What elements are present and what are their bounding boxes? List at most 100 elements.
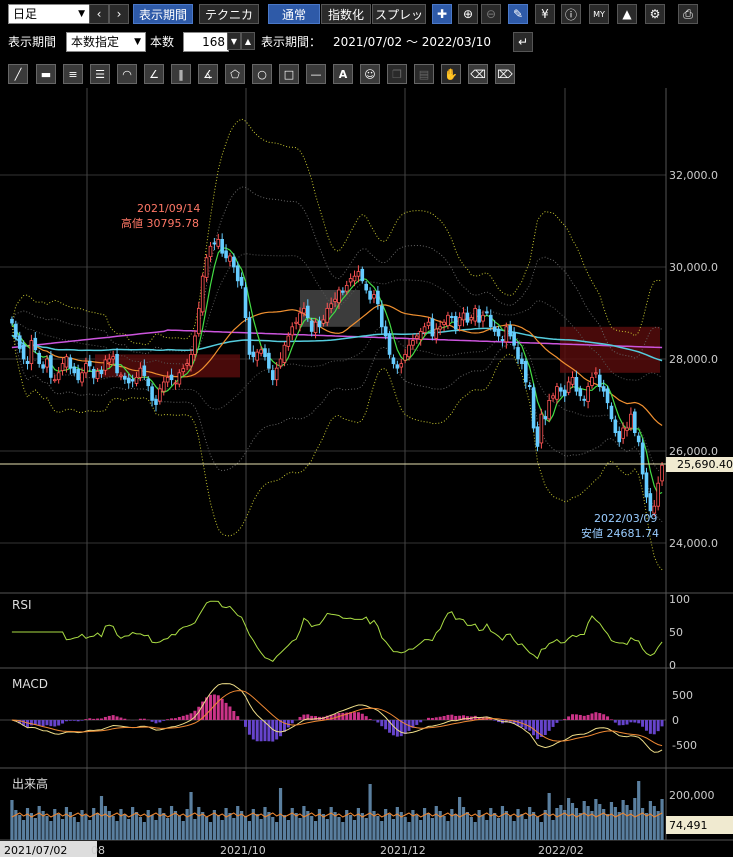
area-chart-icon[interactable]: ▲ xyxy=(617,4,637,24)
multi-lines-icon[interactable]: ☰ xyxy=(90,64,110,84)
macd-hist-bar xyxy=(138,718,142,720)
note-icon[interactable]: ▤ xyxy=(414,64,434,84)
macd-hist-bar xyxy=(189,713,193,720)
macd-hist-bar xyxy=(72,720,76,721)
high-value-label: 高値 30795.78 xyxy=(121,216,199,230)
candle-body xyxy=(247,317,252,355)
macd-hist-bar xyxy=(430,717,434,720)
angle-icon[interactable]: ∡ xyxy=(198,64,218,84)
candle-body xyxy=(91,368,96,378)
count-mode-select[interactable]: 本数指定 ▼ xyxy=(66,32,146,52)
candle-body xyxy=(613,419,618,434)
candle-body xyxy=(504,326,509,343)
candle-body xyxy=(352,275,357,282)
macd-hist-bar xyxy=(434,717,438,720)
eraser-all-icon[interactable]: ⌦ xyxy=(495,64,515,84)
candle-body xyxy=(263,348,267,358)
candle-body xyxy=(41,364,45,369)
volume-bar xyxy=(528,807,532,840)
volume-bar xyxy=(271,817,275,840)
zoom-in-icon[interactable]: ⊕ xyxy=(458,4,478,24)
volume-bar xyxy=(512,821,516,840)
volume-bar xyxy=(419,820,423,840)
macd-hist-bar xyxy=(216,695,220,720)
chevron-right-icon[interactable]: › xyxy=(109,4,129,24)
volume-bar xyxy=(275,822,279,840)
count-down-icon[interactable]: ▼ xyxy=(227,32,241,50)
macd-hist-bar xyxy=(582,715,586,720)
macd-hist-bar xyxy=(384,720,388,730)
info-icon[interactable]: ⓘ xyxy=(561,4,581,24)
candle-body xyxy=(438,326,442,330)
volume-bar xyxy=(263,807,267,840)
volume-bar xyxy=(18,815,22,840)
macd-hist-bar xyxy=(578,714,582,720)
rsi-tick: 100 xyxy=(669,593,690,606)
candle-body xyxy=(426,321,431,327)
candle-body xyxy=(278,358,283,367)
wrench-icon[interactable]: ⚙ xyxy=(645,4,665,24)
volume-bar xyxy=(469,817,473,840)
print-icon[interactable]: ⎙ xyxy=(678,4,698,24)
count-input[interactable]: 168 xyxy=(183,32,229,52)
vertical-lines-icon[interactable]: ‖ xyxy=(171,64,191,84)
macd-hist-bar xyxy=(290,720,294,724)
tab-technical[interactable]: テクニカル xyxy=(199,4,259,42)
x-label-2021-12: 2021/12 xyxy=(380,844,426,857)
macd-hist-bar xyxy=(279,720,283,737)
period-select[interactable]: 日足 ▼ xyxy=(8,4,90,24)
candle-body xyxy=(387,333,392,355)
mode-normal-button[interactable]: 通常 xyxy=(268,4,320,24)
trendline-icon[interactable]: ╱ xyxy=(8,64,28,84)
candle-body xyxy=(95,371,100,379)
ruler-icon[interactable]: ▬ xyxy=(36,64,56,84)
candle-body xyxy=(111,356,115,360)
volume-bar xyxy=(430,818,434,840)
hline-icon[interactable]: — xyxy=(306,64,326,84)
candle-body xyxy=(193,335,197,355)
text-icon[interactable]: A xyxy=(333,64,353,84)
yen-icon[interactable]: ¥ xyxy=(535,4,555,24)
icon-stamp-icon[interactable]: ☺ xyxy=(360,64,380,84)
tab-period[interactable]: 表示期間 xyxy=(133,4,193,24)
volume-bar xyxy=(415,815,419,840)
moving-averages xyxy=(11,247,663,495)
candle-body xyxy=(189,353,193,367)
volume-bar xyxy=(411,810,415,840)
fan-arc-icon[interactable]: ◠ xyxy=(117,64,137,84)
circle-icon[interactable]: ○ xyxy=(252,64,272,84)
candle-body xyxy=(270,370,275,381)
candle-body xyxy=(29,340,34,365)
low-value-label: 安値 24681.74 xyxy=(581,526,659,540)
candle-body xyxy=(243,287,248,318)
count-up-icon[interactable]: ▲ xyxy=(241,32,255,50)
volume-bar xyxy=(119,809,123,840)
mode-index-button[interactable]: 指数化 xyxy=(321,4,371,24)
stock-chart[interactable]: 32,000.0 30,000.0 28,000.0 26,000.0 24,000.0… xyxy=(0,88,733,857)
candle-body xyxy=(56,372,61,381)
macd-hist-bar xyxy=(201,701,205,720)
rectangle-icon[interactable]: □ xyxy=(279,64,299,84)
pencil-icon[interactable]: ✎ xyxy=(508,4,528,24)
copy-icon[interactable]: ❐ xyxy=(387,64,407,84)
reset-icon[interactable]: ↵ xyxy=(513,32,533,52)
volume-bar xyxy=(216,815,220,840)
pentagon-icon[interactable]: ⬠ xyxy=(225,64,245,84)
eraser-icon[interactable]: ⌫ xyxy=(468,64,488,84)
chevron-left-icon[interactable]: ‹ xyxy=(89,4,109,24)
zoom-out-icon[interactable]: ⊖ xyxy=(481,4,501,24)
candle-body xyxy=(123,375,127,380)
candle-body xyxy=(321,319,326,324)
hand-icon[interactable]: ✋ xyxy=(441,64,461,84)
horizontal-lines-icon[interactable]: ≡ xyxy=(63,64,83,84)
my-chart-icon[interactable]: MY xyxy=(589,4,609,24)
fan-lines-icon[interactable]: ∠ xyxy=(144,64,164,84)
mode-spread-button[interactable]: スプレッド xyxy=(372,4,426,42)
volume-bar xyxy=(282,815,287,840)
macd-hist-bar xyxy=(166,719,170,720)
macd-hist-bar xyxy=(224,702,228,720)
crosshair-icon[interactable]: ✚ xyxy=(432,4,452,24)
volume-panel: 200,000 xyxy=(10,781,715,840)
candle-body xyxy=(648,493,653,512)
candle-body xyxy=(446,314,450,327)
